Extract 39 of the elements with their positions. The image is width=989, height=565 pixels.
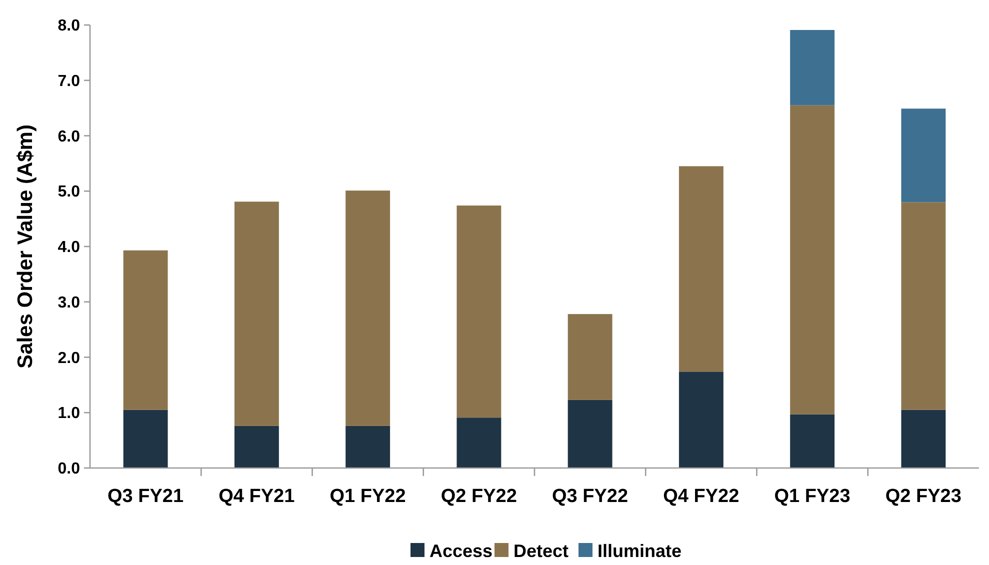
x-tick-label: Q1 FY22 xyxy=(330,486,406,507)
bar xyxy=(234,202,279,426)
y-tick-label: 2.0 xyxy=(58,350,80,367)
y-tick-label: 6.0 xyxy=(58,128,80,146)
x-tick-label: Q4 FY22 xyxy=(663,486,740,507)
bar xyxy=(901,108,946,202)
x-tick-label: Q2 FY23 xyxy=(885,486,962,507)
bar xyxy=(678,372,724,468)
bar xyxy=(234,426,279,468)
x-tick-label: Q4 FY21 xyxy=(218,486,296,507)
bar xyxy=(123,410,168,468)
x-tick-label: Q1 FY23 xyxy=(774,486,850,507)
x-tick-label: Q3 FY22 xyxy=(552,486,628,507)
legend-label: Detect xyxy=(514,541,569,561)
y-tick-label: 1.0 xyxy=(58,405,80,422)
bar xyxy=(346,190,390,426)
bar xyxy=(346,426,390,468)
y-tick-label: 0.0 xyxy=(58,460,80,478)
y-tick-label: 7.0 xyxy=(58,72,80,90)
bar xyxy=(790,105,835,414)
x-tick-label: Q3 FY21 xyxy=(108,486,184,507)
y-tick-label: 8.0 xyxy=(58,18,80,35)
y-tick-label: 4.0 xyxy=(58,239,80,256)
bar xyxy=(901,410,946,468)
x-tick-label: Q2 FY22 xyxy=(440,486,517,507)
bar xyxy=(123,250,168,410)
y-tick-label: 3.0 xyxy=(58,294,80,312)
bar xyxy=(568,314,612,400)
bar xyxy=(456,206,502,418)
bar xyxy=(456,418,502,468)
bar xyxy=(790,30,835,106)
legend-label: Illuminate xyxy=(598,541,682,561)
bar xyxy=(568,400,612,468)
legend-label: Access xyxy=(430,541,493,561)
y-axis-title: Sales Order Value (A$m) xyxy=(14,124,37,368)
bar xyxy=(678,166,724,372)
bar xyxy=(901,202,946,410)
bar xyxy=(790,414,835,468)
y-tick-label: 5.0 xyxy=(58,184,80,201)
